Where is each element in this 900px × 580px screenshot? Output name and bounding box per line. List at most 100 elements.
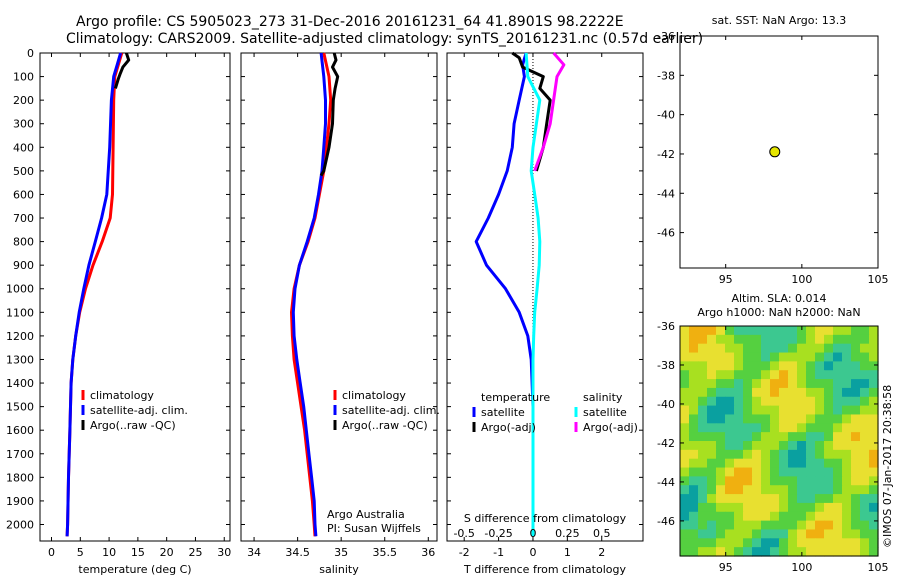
location-map-x-tick-label: 105 bbox=[868, 273, 889, 286]
sla-heatmap-cell bbox=[689, 414, 699, 424]
sla-heatmap-cell bbox=[752, 511, 762, 522]
sla-heatmap-cell bbox=[707, 511, 717, 522]
sla-heatmap-cell bbox=[851, 511, 861, 522]
sla-heatmap-cell bbox=[779, 387, 789, 398]
sla-heatmap-cell bbox=[860, 520, 870, 531]
sla-heatmap-cell bbox=[788, 379, 798, 389]
sla-heatmap-cell bbox=[806, 405, 816, 416]
sla-heatmap-cell bbox=[725, 334, 735, 345]
sla-heatmap-cell bbox=[833, 423, 843, 433]
sla-heatmap-cell bbox=[725, 502, 735, 513]
difference-series-line-2 bbox=[524, 52, 542, 537]
sla-heatmap-cell bbox=[797, 511, 807, 522]
float-position-marker bbox=[769, 146, 781, 158]
sla-heatmap-cell bbox=[707, 396, 717, 407]
temperature-series-line-1 bbox=[65, 52, 123, 537]
sla-heatmap-cell bbox=[788, 476, 798, 486]
sla-heatmap-cell bbox=[797, 405, 807, 416]
depth-tick-label: 1400 bbox=[6, 377, 34, 390]
sla-heatmap-cell bbox=[806, 387, 816, 398]
salinity-series-line-1 bbox=[291, 52, 327, 537]
sla-heatmap-cell bbox=[716, 538, 726, 548]
sla-heatmap-cell bbox=[824, 467, 834, 477]
sla-map-frame bbox=[679, 325, 879, 557]
sla-heatmap-cell bbox=[770, 352, 780, 362]
sla-heatmap-cell bbox=[770, 432, 780, 442]
sla-heatmap-cell bbox=[851, 352, 861, 362]
sla-heatmap-cell bbox=[815, 379, 825, 389]
sla-heatmap-cell bbox=[869, 494, 879, 504]
sla-heatmap-cell bbox=[869, 511, 879, 522]
depth-tick-label: 1700 bbox=[6, 448, 34, 461]
depth-tick-label: 1500 bbox=[6, 401, 34, 414]
sla-heatmap-cell bbox=[689, 396, 699, 407]
location-map-y-tick-label: -44 bbox=[657, 187, 675, 200]
sla-heatmap-cell bbox=[797, 343, 807, 354]
sla-heatmap-cell bbox=[734, 494, 744, 504]
sla-heatmap-cell bbox=[779, 370, 789, 380]
sla-heatmap-cell bbox=[833, 449, 843, 460]
sla-heatmap-cell bbox=[752, 423, 762, 433]
sla-map-y-tick-label: -40 bbox=[657, 398, 675, 411]
sla-heatmap-cell bbox=[752, 387, 762, 398]
sla-heatmap-cell bbox=[824, 370, 834, 380]
sla-heatmap-cell bbox=[806, 432, 816, 442]
sla-heatmap-cell bbox=[815, 370, 825, 380]
sla-heatmap-cell bbox=[815, 432, 825, 442]
sla-heatmap-cell bbox=[752, 326, 762, 336]
sla-heatmap-cell bbox=[833, 467, 843, 477]
sla-heatmap-cell bbox=[824, 423, 834, 433]
sla-map-y-tick-label: -38 bbox=[657, 359, 675, 372]
salinity-series-line-2 bbox=[319, 52, 340, 177]
sla-heatmap-cell bbox=[698, 343, 708, 354]
sla-heatmap-cell bbox=[824, 441, 834, 451]
temperature-x-tick-label: 15 bbox=[131, 546, 145, 559]
sla-heatmap-cell bbox=[743, 432, 753, 442]
depth-tick-label: 1800 bbox=[6, 471, 34, 484]
sla-heatmap-cell bbox=[698, 476, 708, 486]
sla-heatmap-cell bbox=[689, 423, 699, 433]
sla-title-line-2: Argo h1000: NaN h2000: NaN bbox=[697, 306, 860, 319]
sla-heatmap-cell bbox=[734, 511, 744, 522]
sla-heatmap-cell bbox=[734, 467, 744, 477]
sla-heatmap-cell bbox=[869, 423, 879, 433]
sla-heatmap-cell bbox=[815, 502, 825, 513]
sla-heatmap-cell bbox=[788, 432, 798, 442]
temperature-x-tick-label: 0 bbox=[48, 546, 55, 559]
sla-heatmap-cell bbox=[797, 352, 807, 362]
sla-heatmap-cell bbox=[707, 334, 717, 345]
sla-heatmap-cell bbox=[815, 361, 825, 371]
sla-heatmap-cell bbox=[761, 432, 771, 442]
sla-heatmap-cell bbox=[707, 326, 717, 336]
sla-heatmap-cell bbox=[761, 467, 771, 477]
sla-heatmap-cell bbox=[734, 370, 744, 380]
sla-heatmap-cell bbox=[752, 520, 762, 531]
sla-heatmap-cell bbox=[788, 387, 798, 398]
sla-heatmap-cell bbox=[842, 387, 852, 398]
sla-heatmap-cell bbox=[833, 405, 843, 416]
sla-heatmap-cell bbox=[734, 432, 744, 442]
sla-heatmap-cell bbox=[788, 511, 798, 522]
sla-heatmap-cell bbox=[788, 449, 798, 460]
sla-heatmap-cell bbox=[698, 387, 708, 398]
sla-heatmap-cell bbox=[833, 414, 843, 424]
sla-heatmap-cell bbox=[869, 334, 879, 345]
sla-heatmap-cell bbox=[779, 476, 789, 486]
sla-heatmap-cell bbox=[734, 326, 744, 336]
sla-heatmap-cell bbox=[743, 361, 753, 371]
sla-heatmap-cell bbox=[743, 547, 753, 557]
sla-heatmap-cell bbox=[833, 547, 843, 557]
sla-heatmap-cell bbox=[698, 326, 708, 336]
sla-heatmap-cell bbox=[797, 449, 807, 460]
sla-heatmap-cell bbox=[734, 379, 744, 389]
sla-heatmap-cell bbox=[752, 361, 762, 371]
sla-heatmap-cell bbox=[824, 485, 834, 495]
sla-heatmap-cell bbox=[806, 326, 816, 336]
sla-heatmap-cell bbox=[689, 502, 699, 513]
temperature-x-tick-label: 5 bbox=[77, 546, 84, 559]
sla-heatmap-cell bbox=[815, 352, 825, 362]
sla-heatmap-cell bbox=[779, 334, 789, 345]
sla-heatmap-cell bbox=[734, 414, 744, 424]
sla-heatmap-cell bbox=[788, 361, 798, 371]
sla-heatmap-cell bbox=[770, 476, 780, 486]
